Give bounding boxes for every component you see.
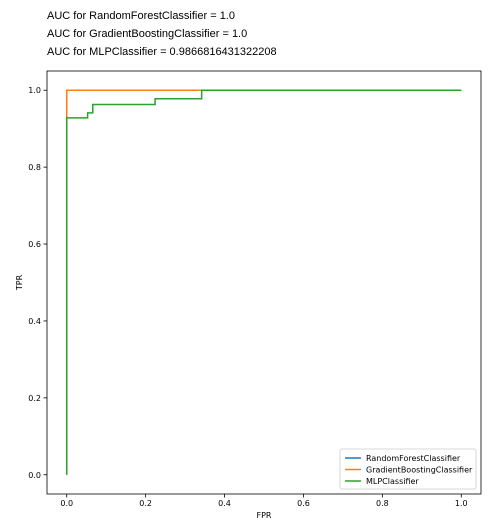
series-line-2 [65,89,462,475]
series-line-1 [65,89,462,475]
x-tick-label: 0.8 [376,499,389,508]
y-axis-label: TPR [15,274,24,291]
x-tick-label: 0.6 [297,499,310,508]
x-ticks: 0.0 0.2 0.4 0.6 0.8 1.0 [60,494,468,508]
y-tick-label: 0.6 [28,240,41,249]
x-axis-label: FPR [257,511,272,520]
auc-output-line-3: AUC for MLPClassifier = 0.98668164313222… [47,46,277,58]
auc-output-line-1: AUC for RandomForestClassifier = 1.0 [47,10,235,22]
legend: RandomForestClassifier GradientBoostingCl… [339,448,477,490]
plot-frame [46,70,482,495]
legend-label: MLPClassifier [366,477,419,486]
y-tick-label: 0.4 [28,317,41,326]
y-tick-label: 1.0 [28,86,41,95]
legend-box [339,448,477,490]
y-tick-label: 0.2 [28,394,41,403]
y-tick-label: 0.0 [28,471,41,480]
series-layer [65,89,462,475]
y-tick-label: 0.8 [28,163,41,172]
y-ticks: 0.0 0.2 0.4 0.6 0.8 1.0 [28,86,47,480]
x-tick-label: 0.4 [218,499,231,508]
x-tick-label: 0.0 [60,499,73,508]
x-tick-label: 1.0 [455,499,468,508]
legend-label: RandomForestClassifier [366,454,461,463]
auc-output-line-2: AUC for GradientBoostingClassifier = 1.0 [47,28,248,40]
legend-label: GradientBoostingClassifier [366,466,473,475]
series-line-3 [65,89,462,475]
x-tick-label: 0.2 [139,499,152,508]
